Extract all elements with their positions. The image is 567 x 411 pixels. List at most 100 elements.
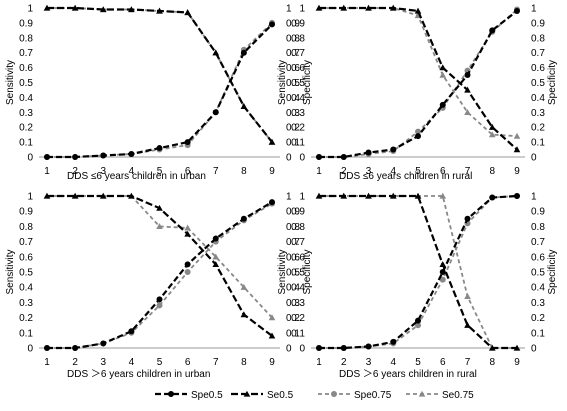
data-point-Spe0-5 [439,269,446,275]
y-tick-label-right: 1 [286,192,292,203]
data-point-Se0-5 [128,6,135,13]
x-tick-label: 1 [316,166,322,177]
data-point-Se0-5 [365,4,372,11]
y-tick-label-left: 0.9 [19,207,33,218]
x-tick-label: 3 [366,357,372,368]
data-point-Se0-5 [268,138,276,145]
y-tick-label-left: 0.1 [19,328,33,339]
y-tick-label-right: 0.9 [286,18,300,29]
x-axis-title: DDS ＞6 years children in rural [339,369,477,380]
y-tick-label-left: 1 [299,4,305,15]
y-tick-label-right: 0.4 [286,93,300,104]
x-tick-label: 2 [72,357,78,368]
y-tick-label-left: 0 [27,344,33,355]
y-tick-label-left: 0.7 [19,237,33,248]
y-tick-label-left: 0.4 [19,283,33,294]
chart-panel-4: 0 00.1 0.10.2 0.20.3 0.30.4 0.40.5 0.50.6 0.60.… [277,192,558,381]
y-tick-label-right: 0.2 [286,313,300,324]
data-point-Spe0-75 [156,302,163,309]
y-tick-label-left: 0.5 [291,268,305,279]
data-point-Se0-5 [128,192,135,199]
data-point-Spe0-5 [156,145,163,152]
data-point-Se0-5 [414,7,422,14]
y-tick-label-right: 0.8 [531,33,545,44]
y-tick-label-right: 0.8 [286,33,300,44]
data-point-Se0-5 [184,230,191,237]
y-tick-label-left: 0.6 [291,63,305,74]
data-point-Spe0-5 [439,101,446,108]
data-point-Se0-5 [340,192,348,199]
y-axis-title-right: Specificity [547,60,558,105]
data-point-Se0-5 [340,4,348,11]
chart-panel-2: 0 00.1 0.10.2 0.20.3 0.30.4 0.40.5 0.50.6 0.60.… [277,4,558,183]
x-tick-label: 6 [440,166,446,177]
y-tick-label-left: 1 [299,192,305,203]
y-tick-label-left: 0.9 [291,18,305,29]
x-tick-label: 5 [415,166,421,177]
y-tick-label-left: 0.6 [19,252,33,263]
y-tick-label-right: 0.6 [531,252,545,263]
y-tick-label-right: 0.7 [531,237,545,248]
data-point-Se0-75 [439,71,447,78]
data-point-Spe0-5 [128,328,135,335]
data-point-Se0-5 [439,64,447,71]
y-tick-label-right: 0.1 [531,138,545,149]
data-point-Se0-5 [43,192,51,199]
data-point-Spe0-5 [464,215,471,222]
y-tick-label-right: 1 [286,4,292,15]
data-point-Se0-5 [315,4,323,11]
y-axis-title-left: Sensitivity [5,60,16,105]
data-point-Spe0-5 [184,261,191,268]
legend-marker [418,390,426,397]
y-tick-label-left: 0.8 [291,222,305,233]
data-point-Spe0-5 [316,345,322,351]
x-tick-label: 7 [213,166,219,177]
data-point-Spe0-5 [240,215,247,222]
x-tick-label: 6 [185,357,191,368]
data-point-Spe0-5 [365,149,372,156]
y-tick-label-right: 0.7 [531,48,545,59]
x-axis-title: DDS ≤6 years children in urban [67,171,206,182]
data-point-Spe0-5 [390,338,397,345]
data-point-Se0-5 [513,146,521,153]
y-tick-label-right: 0 [286,153,292,164]
legend-label: Spe0.5 [191,390,223,401]
y-tick-label-left: 0 [299,344,305,355]
data-point-Spe0-5 [415,317,421,324]
y-tick-label-left: 0.4 [291,283,305,294]
x-tick-label: 8 [489,357,495,368]
y-tick-label-right: 0.7 [286,237,300,248]
data-point-Spe0-5 [240,49,247,56]
legend: Spe0.5 Se0.5 Spe0.75 Se0.75 [155,390,474,401]
y-tick-label-left: 0 [299,153,305,164]
y-axis-title-left: Sensitivity [5,249,16,294]
data-point-Spe0-5 [464,72,471,79]
series-line-Se0-5 [47,194,273,337]
data-point-Spe0-75 [439,276,446,283]
data-point-Spe0-5 [415,133,421,140]
y-tick-label-right: 1 [531,192,537,203]
y-tick-label-right: 0.1 [286,328,300,339]
data-point-Se0-5 [71,4,79,11]
y-tick-label-right: 0.2 [531,123,545,134]
legend-label: Se0.75 [442,390,474,401]
y-tick-label-right: 0.1 [531,328,545,339]
data-point-Se0-5 [414,192,422,199]
data-point-Spe0-5 [184,139,191,146]
series-line-Se0-75 [47,7,273,143]
y-axis-title-right: Specificity [302,60,313,105]
y-tick-label-right: 0.7 [286,48,300,59]
data-point-Se0-5 [184,9,191,16]
x-tick-label: 3 [366,166,372,177]
data-point-Se0-75 [268,314,276,321]
y-axis-title-left: Sensitivity [277,249,288,294]
y-tick-label-left: 0.6 [291,252,305,263]
x-tick-label: 1 [316,357,322,368]
data-point-Spe0-5 [100,340,107,347]
data-point-Spe0-5 [128,151,135,158]
y-tick-label-left: 0.8 [19,33,33,44]
x-tick-label: 5 [157,357,163,368]
data-point-Spe0-5 [316,154,322,160]
y-tick-label-right: 0.3 [531,108,545,119]
